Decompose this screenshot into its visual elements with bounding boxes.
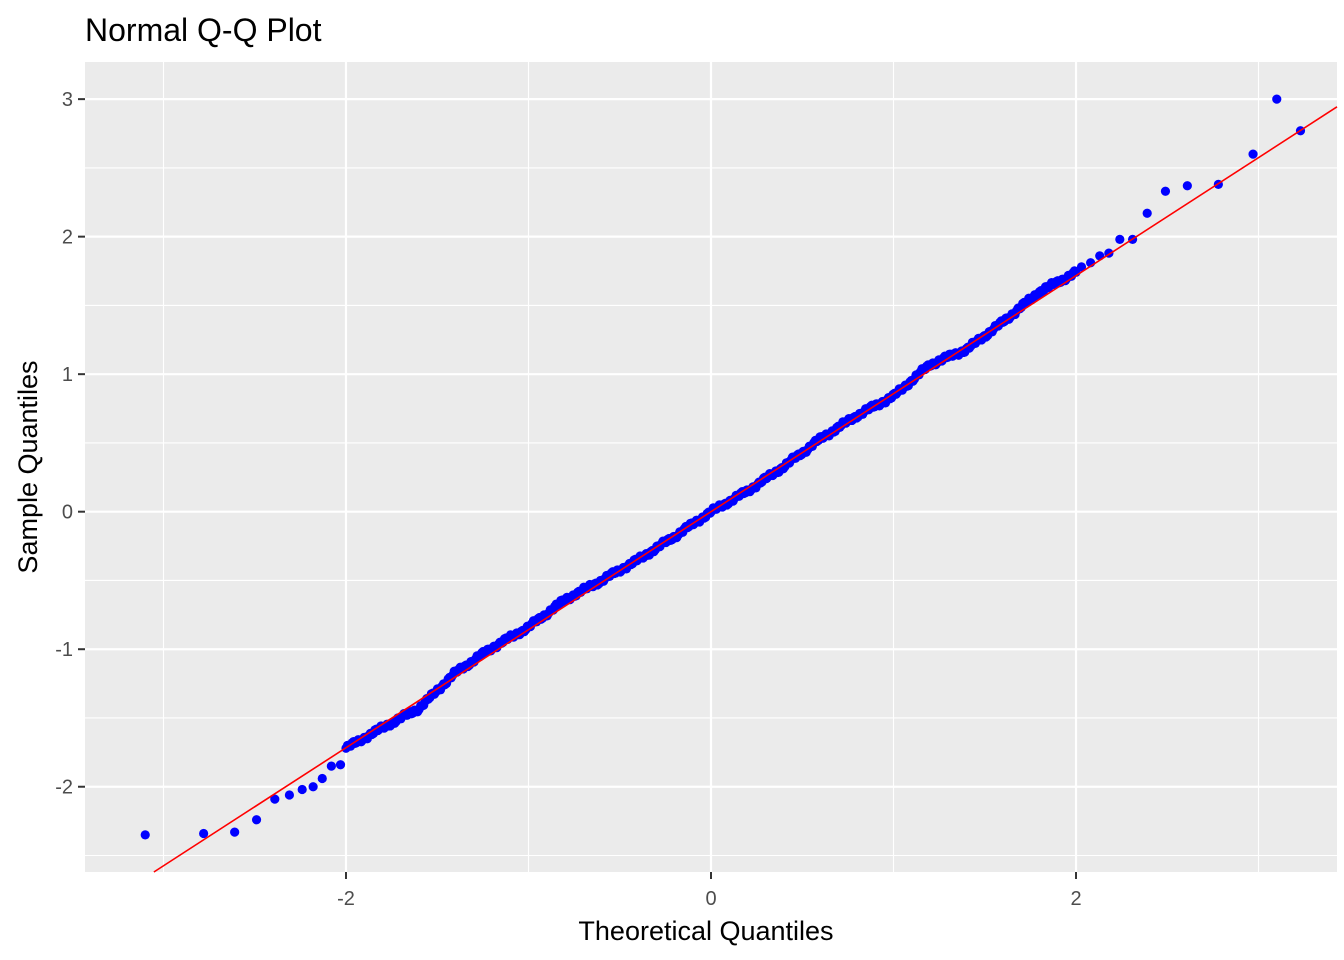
y-tick-label: 1 <box>62 364 73 386</box>
data-point <box>140 830 150 840</box>
grid-major <box>85 62 1337 872</box>
data-point <box>270 794 280 804</box>
x-axis-ticks: -2 0 2 <box>337 872 1082 910</box>
y-tick-label: -1 <box>55 639 73 661</box>
x-axis-label: Theoretical Quantiles <box>578 916 833 946</box>
data-point <box>326 761 336 771</box>
x-tick-label: 2 <box>1070 888 1081 910</box>
data-point <box>284 790 295 800</box>
reference-line <box>153 106 1338 873</box>
data-point <box>297 784 307 795</box>
data-point <box>1182 181 1192 191</box>
data-point <box>317 773 327 784</box>
data-point <box>308 782 318 792</box>
data-point <box>1115 234 1125 245</box>
chart-title: Normal Q-Q Plot <box>85 12 322 48</box>
data-point <box>1272 94 1282 104</box>
data-point <box>1248 149 1258 159</box>
data-point <box>1142 208 1152 218</box>
data-point <box>230 827 240 837</box>
y-tick-label: 2 <box>62 227 73 249</box>
x-tick-label: 0 <box>705 888 716 910</box>
data-point <box>1160 186 1171 196</box>
data-point <box>199 828 209 839</box>
data-point <box>335 760 346 770</box>
data-point <box>251 815 262 825</box>
y-axis-ticks: -2 -1 0 1 2 3 <box>55 89 85 799</box>
y-axis-label: Sample Quantiles <box>13 360 43 573</box>
y-tick-label: 3 <box>62 89 73 111</box>
x-tick-label: -2 <box>337 888 355 910</box>
y-tick-label: 0 <box>62 502 73 524</box>
y-tick-label: -2 <box>55 777 73 799</box>
